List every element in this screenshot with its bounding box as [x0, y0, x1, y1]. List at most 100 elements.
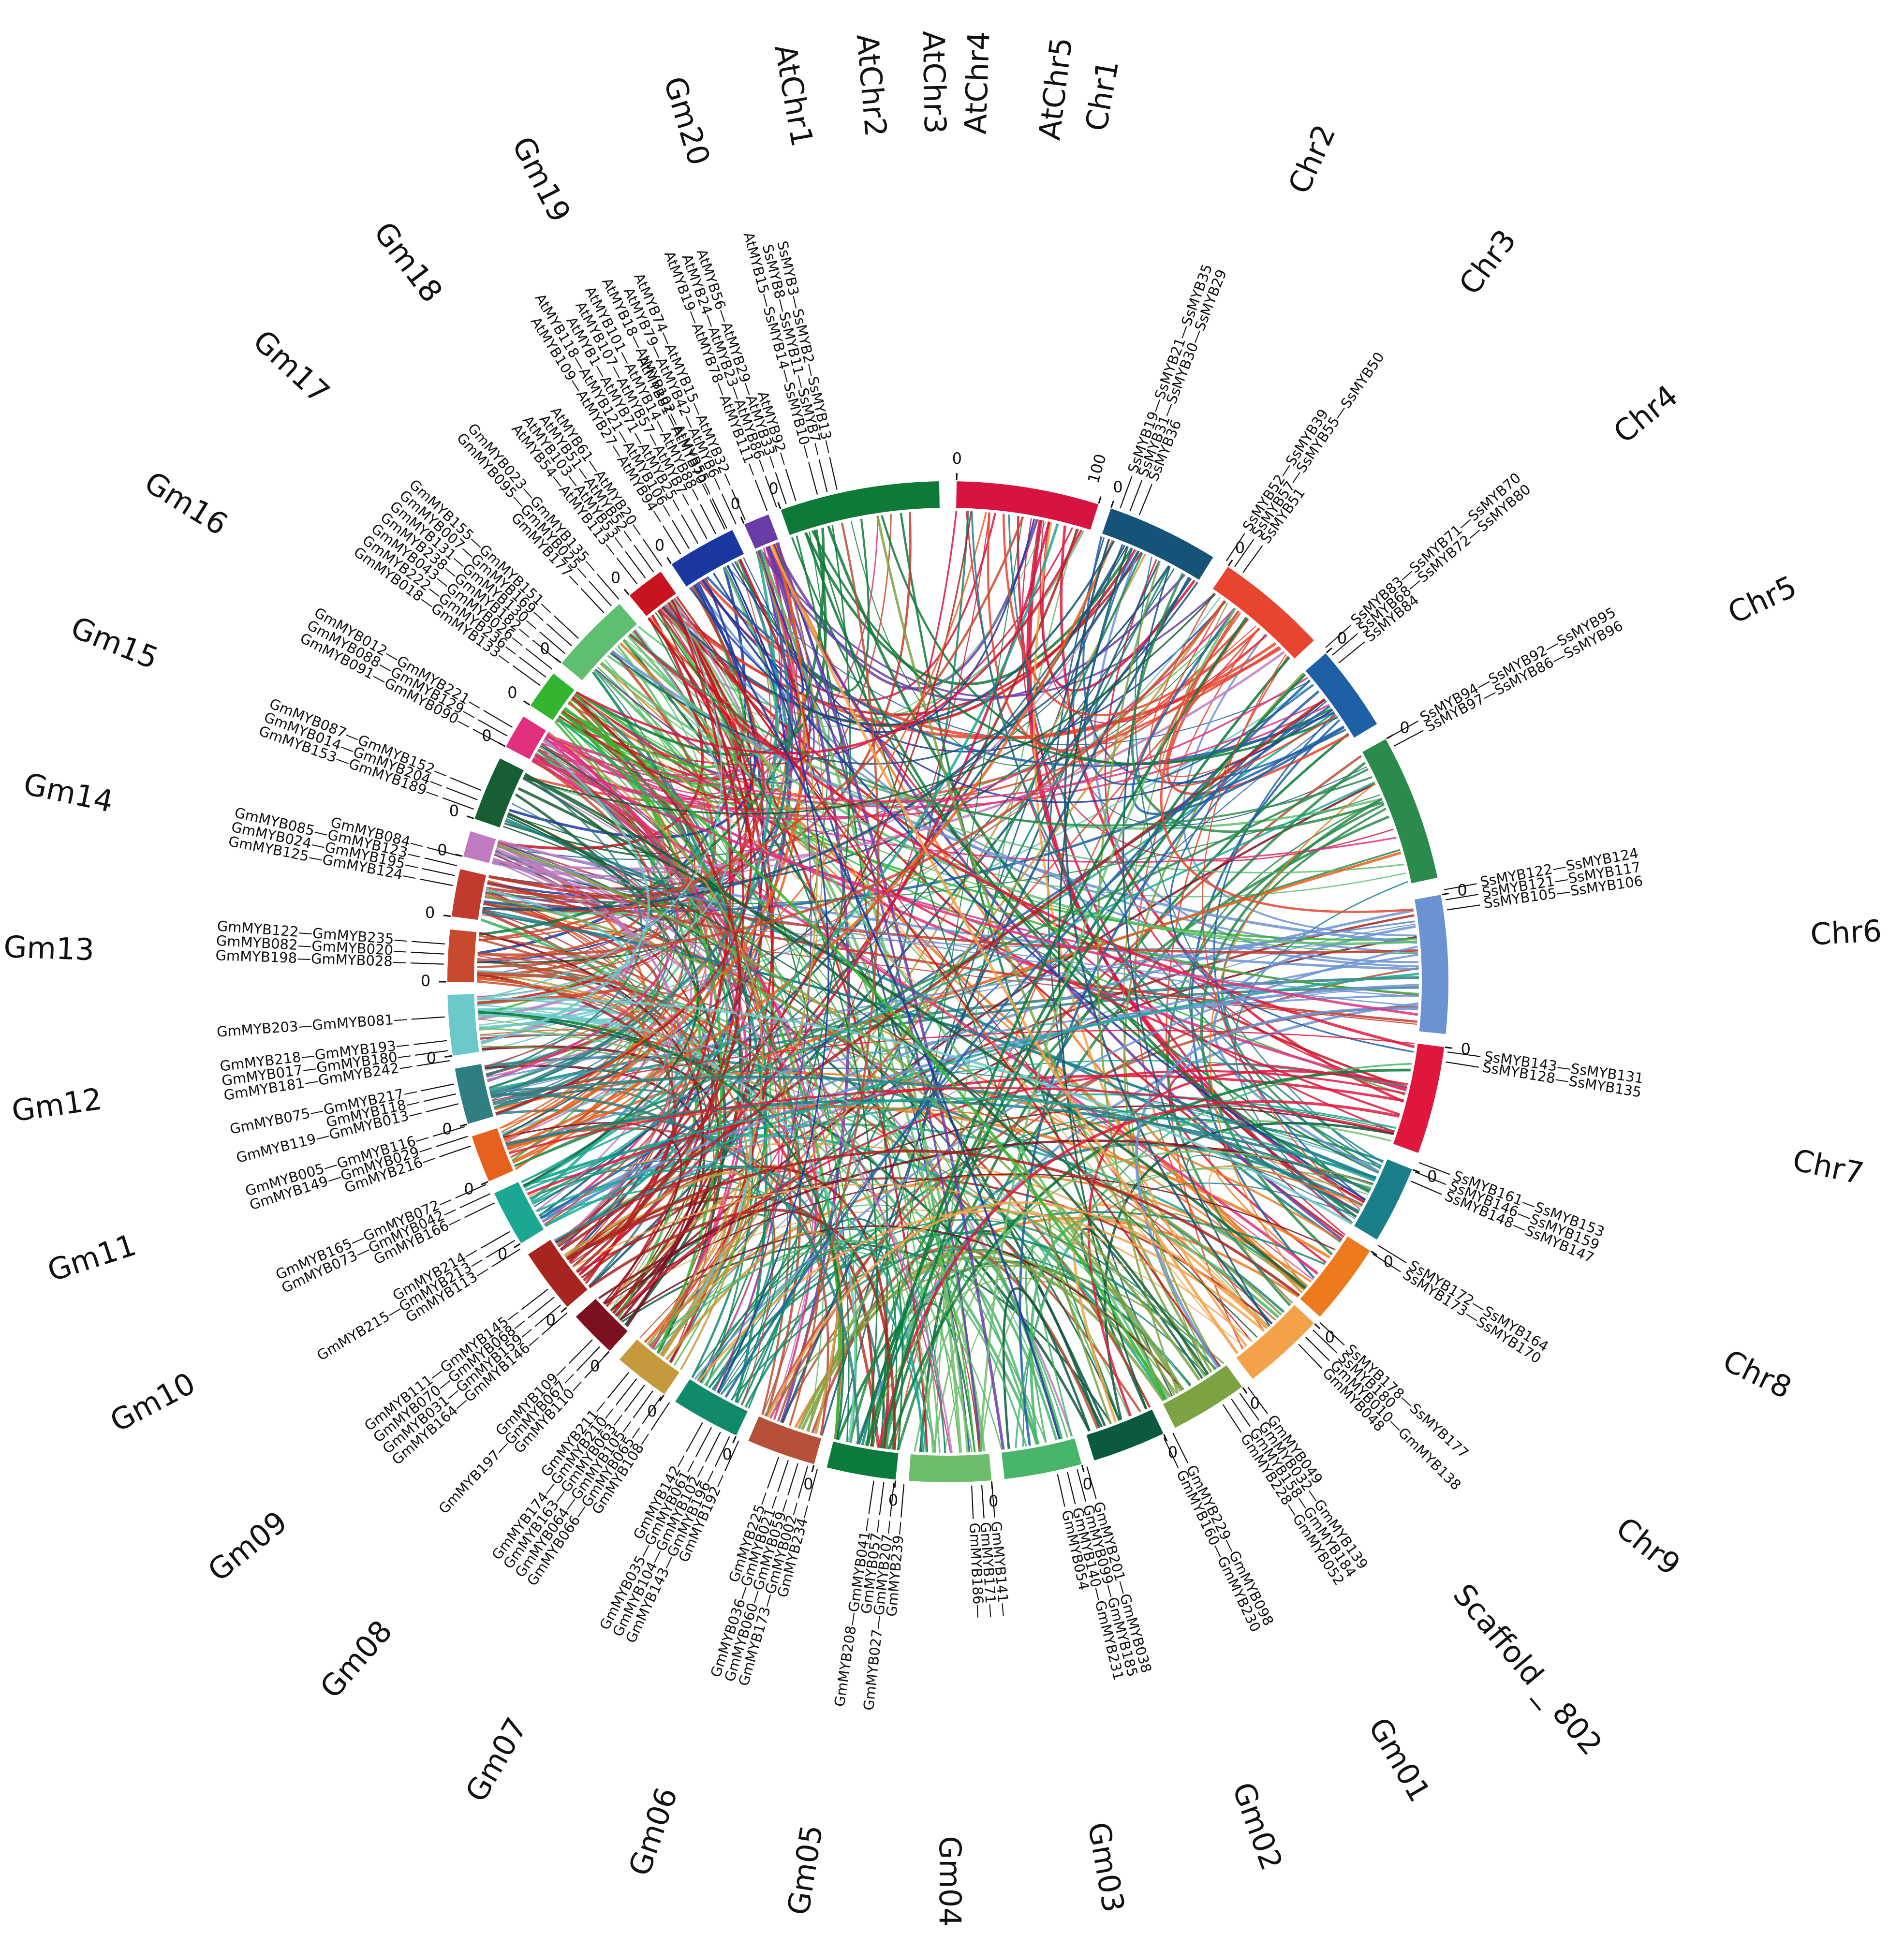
gene-leader-line	[615, 1378, 637, 1405]
gene-leader-line	[597, 574, 620, 600]
tick-label-gm20: 0	[507, 683, 517, 702]
chromosome-label-atchr3: AtChr3	[916, 30, 953, 134]
tick-label-gm05: 0	[888, 1491, 898, 1509]
gene-leader-line	[1057, 1474, 1065, 1507]
synteny-link	[560, 545, 794, 1251]
synteny-link	[653, 1240, 1027, 1447]
gene-leader-line	[532, 639, 559, 662]
synteny-link	[659, 551, 818, 1355]
synteny-link	[987, 512, 1249, 752]
tick-label-atchr2: 0	[611, 569, 620, 587]
tick-gm10	[561, 1307, 567, 1313]
synteny-link	[506, 816, 1258, 1338]
gene-leader-line	[1239, 1393, 1260, 1421]
chromosome-label-gm18: Gm18	[367, 215, 450, 309]
synteny-link	[643, 1174, 1312, 1343]
synteny-link	[724, 679, 1311, 1398]
synteny-link	[1168, 1063, 1407, 1264]
tick-label-gm18: 0	[449, 801, 459, 820]
gene-leader-line	[442, 797, 474, 810]
synteny-link	[490, 920, 1416, 1096]
gene-leader-line	[785, 469, 797, 501]
chromosome-label-scaffold-802: Scaffold _ 802	[1446, 1577, 1609, 1762]
gene-leader-line	[1172, 1432, 1189, 1463]
tick-gm18	[466, 815, 474, 819]
gene-leader-line	[641, 1396, 662, 1425]
synteny-link	[479, 935, 822, 1426]
chromosome-label-gm17: Gm17	[246, 323, 337, 411]
gene-leader-line	[1312, 1329, 1338, 1354]
synteny-link	[477, 997, 1353, 1225]
synteny-link	[1201, 653, 1361, 1211]
tick-label-gm06: 0	[803, 1475, 813, 1493]
segment-gm16	[451, 869, 487, 920]
synteny-link	[479, 1027, 973, 1453]
gene-label: GmMYB203—GmMYB081—	[216, 1010, 408, 1040]
segment-gm20	[530, 673, 575, 721]
synteny-link	[701, 579, 1226, 753]
synteny-link	[1186, 1154, 1357, 1304]
tick-gm08	[659, 1394, 664, 1402]
synteny-link	[506, 540, 1114, 1150]
segment-gm09	[576, 1299, 628, 1351]
segment-chr5	[1362, 739, 1438, 884]
gene-leader-line	[542, 1312, 568, 1335]
gene-group-chr3: SsMYB52—SsMYB39SsMYB57—SsMYB55—SsMYB50Ss…	[1225, 349, 1387, 573]
gene-leader-line	[754, 479, 768, 511]
segment-atchr3	[671, 530, 744, 587]
synteny-link	[629, 633, 1415, 1048]
synteny-link	[776, 542, 1005, 1450]
synteny-link	[1158, 612, 1337, 787]
gene-leader-line	[981, 1485, 985, 1519]
gene-leader-line	[1415, 1171, 1446, 1185]
synteny-link	[545, 737, 952, 1453]
tick-gm07	[732, 1436, 737, 1444]
tick-label-gm07: 0	[722, 1445, 732, 1463]
synteny-link	[713, 551, 804, 694]
synteny-link	[554, 1165, 789, 1401]
tick-scaffold-802	[1314, 1323, 1321, 1329]
synteny-link	[507, 812, 700, 1187]
synteny-link	[1029, 519, 1359, 1214]
synteny-link	[561, 712, 857, 1443]
tick-chr6	[1441, 892, 1449, 896]
chromosome-label-gm20: Gm20	[657, 73, 717, 170]
chromosome-label-gm04: Gm04	[932, 1836, 968, 1926]
synteny-link	[1166, 803, 1385, 1307]
gene-leader-line	[1225, 533, 1245, 561]
gene-group-gm14: GmMYB203—GmMYB081—	[216, 1010, 445, 1040]
synteny-link	[483, 743, 671, 912]
tick-chr3	[1227, 560, 1233, 567]
chromosome-label-gm08: Gm08	[313, 1613, 399, 1705]
synteny-link	[545, 973, 1419, 1227]
gene-leader-line	[1418, 1162, 1450, 1175]
synteny-link	[477, 972, 626, 1004]
tick-gm03	[1081, 1464, 1085, 1473]
chromosome-label-gm15: Gm15	[66, 609, 163, 676]
tick-label-chr1: 0	[952, 449, 962, 468]
gene-leader-line	[589, 580, 612, 606]
gene-leader-line	[1388, 720, 1419, 738]
tick-gm12	[481, 1181, 488, 1185]
synteny-link	[497, 842, 692, 1142]
synteny-link	[627, 635, 1169, 1399]
gene-leader-line	[808, 1469, 818, 1502]
gene-group-chr8: SsMYB161—SsMYB153SsMYB146—SsMYB159SsMYB1…	[1411, 1162, 1607, 1266]
tick-label-chr3: 0	[1235, 539, 1245, 557]
synteny-link	[887, 1068, 1411, 1450]
gene-leader-line	[695, 1427, 712, 1457]
gene-leader-line	[413, 1040, 447, 1045]
synteny-link	[777, 522, 880, 1422]
gene-leader-line	[1120, 476, 1133, 508]
synteny-link	[804, 532, 1133, 686]
synteny-link	[620, 1225, 1184, 1390]
tick-gm02	[1163, 1434, 1168, 1442]
synteny-link	[490, 549, 791, 1099]
synteny-link	[482, 550, 1140, 911]
chromosome-label-gm16: Gm16	[138, 464, 234, 542]
synteny-link	[693, 584, 1061, 1440]
synteny-link	[517, 787, 1307, 1290]
gene-leader-line	[787, 1463, 798, 1496]
tick-label-atchr1: 0	[540, 639, 549, 658]
